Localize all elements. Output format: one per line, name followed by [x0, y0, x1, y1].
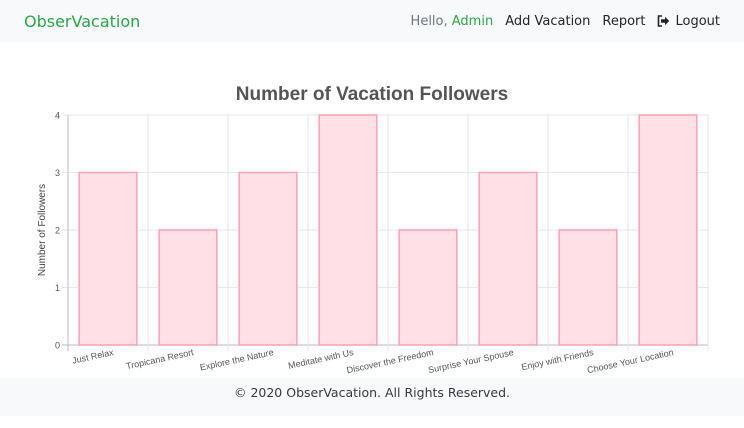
x-tick-label: Tropicana Resort: [125, 347, 195, 371]
x-tick-label: Just Relax: [71, 347, 115, 366]
y-tick-label: 1: [55, 283, 60, 293]
y-tick-label: 2: [55, 226, 60, 236]
greeting-prefix: Hello,: [410, 13, 452, 29]
y-tick-label: 3: [55, 168, 60, 178]
x-tick-label: Meditate with Us: [287, 347, 355, 371]
logout-label: Logout: [675, 13, 720, 29]
bar-meditate-with-us[interactable]: [318, 114, 378, 346]
x-tick-label: Explore the Nature: [199, 347, 274, 372]
y-tick-label: 0: [55, 341, 60, 351]
footer: © 2020 ObserVacation. All Rights Reserve…: [0, 378, 744, 416]
chart-x-labels: Just Relax Tropicana Resort Explore the Na…: [71, 347, 674, 375]
chart-title: Number of Vacation Followers: [235, 84, 509, 105]
report-link[interactable]: Report: [602, 13, 646, 29]
brand-link[interactable]: ObserVacation: [24, 11, 141, 31]
logout-link[interactable]: Logout: [657, 14, 720, 29]
x-tick-label: Discover the Freedom: [346, 347, 435, 375]
bar-surprise-your-spouse[interactable]: [478, 171, 538, 346]
bar-discover-the-freedom[interactable]: [398, 229, 458, 346]
y-tick-label: 4: [55, 111, 60, 121]
username: Admin: [451, 13, 494, 29]
bar-choose-your-location[interactable]: [638, 114, 698, 346]
sign-out-icon: [658, 15, 670, 27]
add-vacation-link[interactable]: Add Vacation: [505, 13, 591, 29]
bar-tropicana-resort[interactable]: [158, 229, 218, 346]
copyright-text: © 2020 ObserVacation. All Rights Reserve…: [233, 385, 511, 400]
bar-enjoy-with-friends[interactable]: [558, 229, 618, 346]
bar-just-relax[interactable]: [78, 171, 138, 346]
x-tick-label: Choose Your Location: [586, 347, 674, 375]
x-tick-label: Enjoy with Friends: [520, 347, 594, 372]
bar-explore-the-nature[interactable]: [238, 171, 298, 346]
followers-bar-chart: 0 1 2 3 4 Just Relax Tropicana Resort Explore …: [37, 111, 709, 375]
chart-ticks: 0 1 2 3 4: [55, 111, 60, 351]
chart-bars: [78, 114, 698, 346]
nav-right: Hello, Admin Add Vacation Report Logout: [411, 14, 720, 29]
x-tick-label: Surprise Your Spouse: [427, 347, 514, 375]
y-axis-label: Number of Followers: [37, 184, 48, 276]
user-greeting: Hello, Admin: [411, 14, 494, 29]
navbar: ObserVacation Hello, Admin Add Vacation …: [0, 0, 744, 42]
